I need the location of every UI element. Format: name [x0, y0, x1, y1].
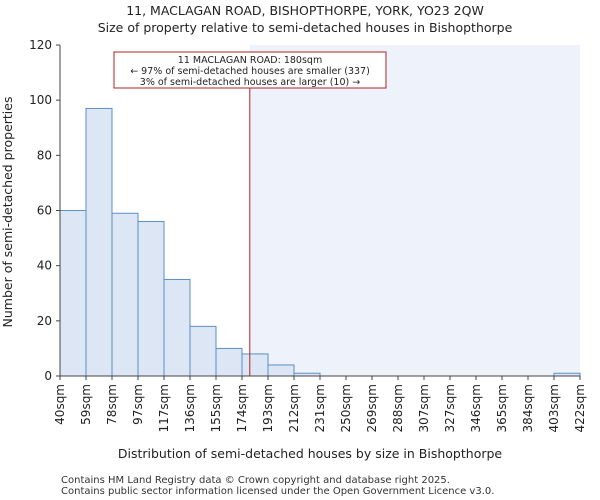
annotation-line2: ← 97% of semi-detached houses are smalle… — [130, 66, 370, 77]
x-ticks-group: 40sqm 59sqm 78sqm 97sqm 117sqm 136sqm 155sqm 17… — [53, 376, 587, 432]
x-tick-label: 422sqm — [573, 384, 587, 432]
bar-193sqm — [267, 364, 295, 377]
footer-line1: Contains HM Land Registry data © Crown c… — [61, 475, 450, 486]
x-tick-label: 269sqm — [365, 384, 379, 432]
x-tick-label: 288sqm — [391, 384, 405, 432]
y-ticks-group: 0 20 40 60 80 100 120 — [29, 38, 60, 383]
x-tick-label: 250sqm — [339, 384, 353, 432]
x-tick-label: 346sqm — [469, 384, 483, 432]
annotation-line1: 11 MACLAGAN ROAD: 180sqm — [178, 55, 322, 66]
x-tick-label: 212sqm — [287, 384, 301, 432]
x-tick-label: 155sqm — [209, 384, 223, 432]
bar-78sqm — [111, 212, 139, 377]
bar-117sqm — [163, 278, 191, 377]
bar-174sqm — [241, 353, 269, 377]
y-tick-label: 80 — [37, 148, 52, 162]
bar-155sqm — [215, 347, 243, 377]
y-tick-label: 100 — [29, 93, 52, 107]
x-tick-label: 193sqm — [261, 384, 275, 432]
annotation-frame — [113, 51, 387, 89]
chart-subtitle: Size of property relative to semi-detach… — [98, 20, 513, 35]
y-tick-label: 60 — [37, 204, 52, 218]
y-tick-label: 20 — [37, 314, 52, 328]
x-tick-label: 40sqm — [53, 384, 67, 425]
larger-region-shade — [249, 45, 581, 376]
y-tick-label: 120 — [29, 38, 52, 52]
x-tick-label: 174sqm — [235, 384, 249, 432]
bar-136sqm — [189, 325, 217, 377]
x-tick-label: 403sqm — [547, 384, 561, 432]
x-axis-label: Distribution of semi-detached houses by … — [118, 446, 503, 461]
annotation-line3: 3% of semi-detached houses are larger (1… — [140, 77, 360, 88]
chart-title: 11, MACLAGAN ROAD, BISHOPTHORPE, YORK, Y… — [126, 3, 484, 18]
bar-59sqm — [85, 107, 113, 377]
x-tick-label: 117sqm — [157, 384, 171, 432]
y-axis-label: Number of semi-detached properties — [0, 97, 15, 328]
bars-group — [59, 107, 581, 377]
bar-40sqm — [59, 210, 87, 377]
x-tick-label: 97sqm — [131, 384, 145, 425]
x-tick-label: 384sqm — [521, 384, 535, 432]
bar-97sqm — [137, 221, 165, 377]
y-tick-label: 0 — [44, 369, 52, 383]
y-tick-label: 40 — [37, 259, 52, 273]
x-tick-label: 365sqm — [495, 384, 509, 432]
x-tick-label: 307sqm — [417, 384, 431, 432]
x-tick-label: 136sqm — [183, 384, 197, 432]
annotation-box: 11 MACLAGAN ROAD: 180sqm ← 97% of semi-d… — [113, 51, 387, 89]
x-tick-label: 59sqm — [79, 384, 93, 425]
x-tick-label: 231sqm — [313, 384, 327, 432]
x-tick-label: 78sqm — [105, 384, 119, 425]
footer-line2: Contains public sector information licen… — [61, 486, 494, 497]
x-tick-label: 327sqm — [443, 384, 457, 432]
